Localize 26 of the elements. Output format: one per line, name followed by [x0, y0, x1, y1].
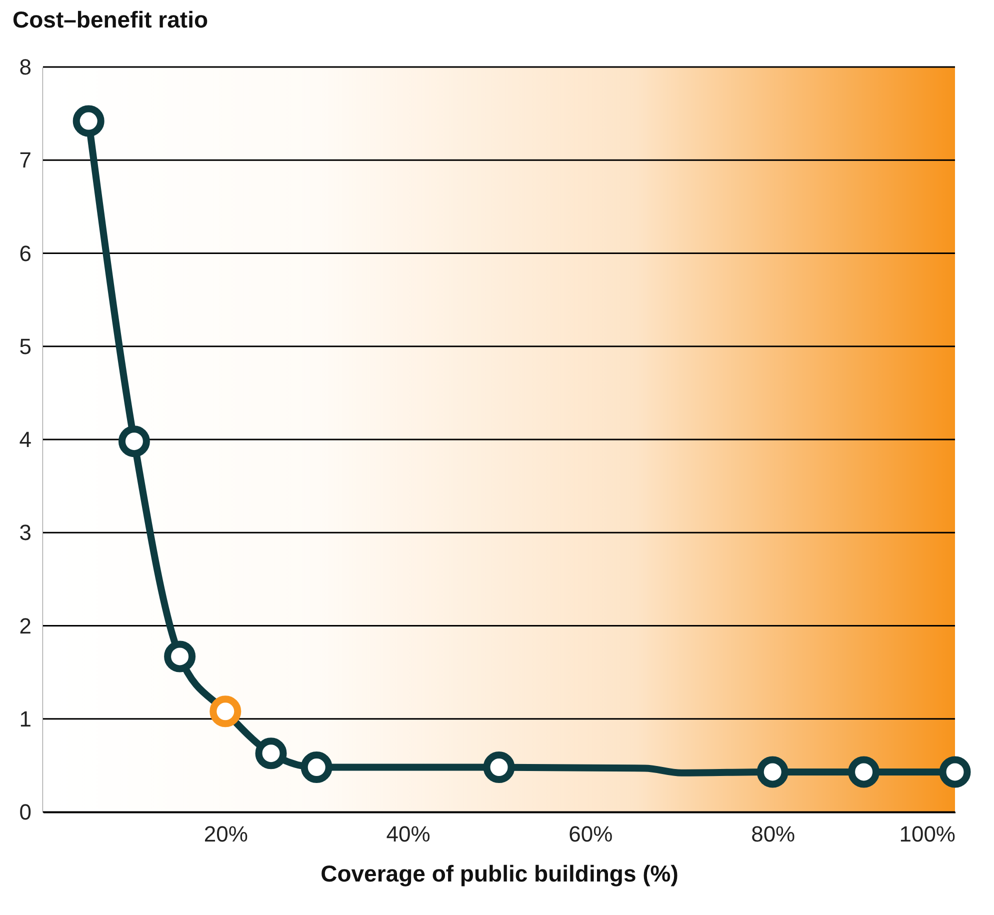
- y-axis-title: Cost–benefit ratio: [12, 6, 208, 32]
- y-tick-label: 8: [19, 54, 32, 80]
- point: [939, 756, 971, 788]
- y-tick-label: 0: [19, 800, 32, 824]
- x-tick-label: 100%: [899, 822, 956, 846]
- x-tick-label: 20%: [204, 822, 248, 846]
- x-tick-label: 60%: [568, 822, 613, 846]
- point: [72, 105, 104, 137]
- y-tick-label: 7: [19, 148, 32, 173]
- y-tick-label: 1: [19, 706, 32, 732]
- y-tick-label: 6: [19, 240, 32, 266]
- point: [848, 756, 880, 788]
- x-axis-title: Coverage of public buildings (%): [320, 860, 678, 886]
- point: [210, 696, 242, 728]
- x-tick-label: 80%: [751, 822, 796, 846]
- y-tick-label: 3: [19, 520, 32, 546]
- y-tick-label: 5: [19, 334, 32, 359]
- x-tick-label: 40%: [386, 822, 430, 846]
- point: [300, 752, 332, 784]
- point: [118, 426, 150, 458]
- y-tick-label: 2: [19, 613, 32, 638]
- point: [164, 640, 196, 672]
- point: [255, 738, 287, 770]
- point: [483, 752, 515, 784]
- point: [756, 756, 788, 788]
- y-tick-label: 4: [19, 427, 32, 452]
